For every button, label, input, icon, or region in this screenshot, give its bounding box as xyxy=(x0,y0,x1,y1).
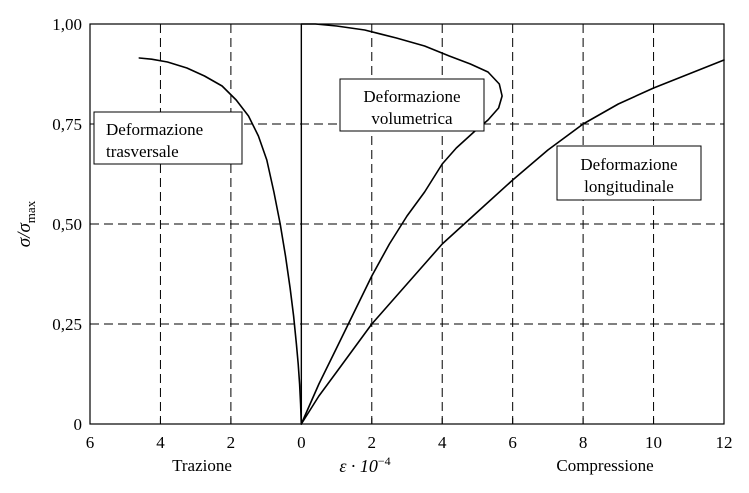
y-axis-label-main: σ/σ xyxy=(14,223,35,248)
x-tick-label: 10 xyxy=(645,433,662,452)
y-tick-label: 0,50 xyxy=(52,215,82,234)
y-tick-label: 1,00 xyxy=(52,15,82,34)
label-box-trasversale-frame xyxy=(93,111,243,165)
y-tick-label: 0,75 xyxy=(52,115,82,134)
label-longitudinale-line1: Deformazione xyxy=(580,155,677,174)
curve-longitudinale xyxy=(300,59,725,425)
label-box-volumetrica: Deformazione volumetrica xyxy=(339,78,485,132)
y-axis-label-subscript: max xyxy=(23,200,38,223)
x-tick-label: 6 xyxy=(508,433,517,452)
label-volumetrica-line1: Deformazione xyxy=(363,87,460,106)
x-tick-label: 4 xyxy=(156,433,165,452)
x-tick-label: 2 xyxy=(368,433,377,452)
x-tick-label: 0 xyxy=(297,433,306,452)
tick-labels: 6 4 2 0 2 4 6 8 10 12 0 0,25 0,50 0,75 1,00 xyxy=(52,15,732,452)
label-box-trasversale: Deformazione trasversale xyxy=(93,111,243,165)
x-axis-label-main: ε · 10 xyxy=(339,456,378,476)
label-box-volumetrica-frame xyxy=(339,78,485,132)
x-tick-label: 4 xyxy=(438,433,447,452)
label-box-longitudinale: Deformazione longitudinale xyxy=(556,145,702,201)
label-trasversale-line2: trasversale xyxy=(106,142,179,161)
x-tick-label: 2 xyxy=(227,433,236,452)
x-axis-label-exponent: −4 xyxy=(378,454,391,468)
label-box-longitudinale-frame xyxy=(556,145,702,201)
compression-label: Compressione xyxy=(556,456,653,475)
y-axis-label: σ/σmax xyxy=(14,200,38,247)
x-tick-label: 6 xyxy=(86,433,95,452)
y-tick-label: 0,25 xyxy=(52,315,82,334)
curve-trasversale xyxy=(138,57,303,425)
label-trasversale-line1: Deformazione xyxy=(106,120,203,139)
curve-volumetrica xyxy=(300,23,503,425)
tension-label: Trazione xyxy=(172,456,232,475)
label-volumetrica-line2: volumetrica xyxy=(371,109,453,128)
y-tick-label: 0 xyxy=(74,415,83,434)
x-axis-label: ε · 10−4 xyxy=(339,454,390,476)
x-tick-label: 8 xyxy=(579,433,588,452)
label-longitudinale-line2: longitudinale xyxy=(584,177,674,196)
curves xyxy=(138,23,725,425)
x-tick-label: 12 xyxy=(716,433,733,452)
